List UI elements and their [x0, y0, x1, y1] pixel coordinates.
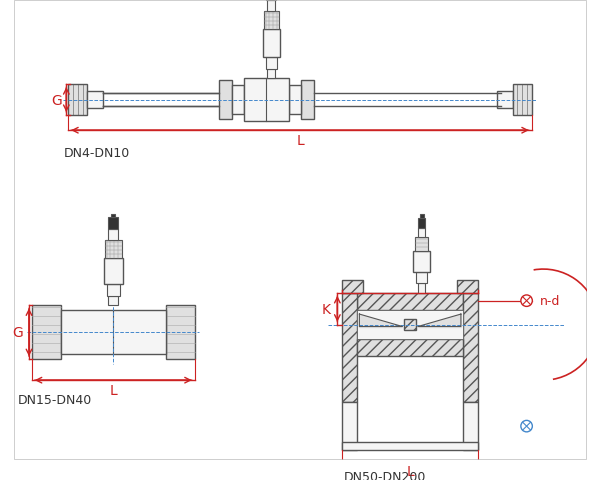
Bar: [232, 86, 244, 115]
Bar: [418, 284, 425, 293]
Bar: [166, 306, 194, 360]
Circle shape: [521, 420, 532, 432]
Bar: [263, 30, 280, 58]
Bar: [218, 81, 232, 120]
Text: G: G: [52, 94, 62, 108]
Bar: [457, 280, 478, 293]
Bar: [420, 215, 424, 219]
Bar: [107, 285, 120, 296]
Bar: [418, 228, 425, 238]
Bar: [61, 311, 166, 355]
Bar: [358, 311, 463, 339]
Bar: [109, 296, 118, 306]
Bar: [289, 86, 301, 115]
Polygon shape: [359, 314, 403, 327]
Bar: [342, 402, 358, 450]
Bar: [266, 0, 276, 1]
Bar: [109, 218, 118, 229]
Bar: [342, 293, 358, 402]
Bar: [109, 229, 118, 241]
Text: L: L: [406, 464, 414, 478]
Text: L: L: [109, 383, 117, 397]
Text: DN50-DN200: DN50-DN200: [344, 470, 427, 480]
Bar: [32, 306, 61, 360]
Bar: [416, 272, 427, 284]
Bar: [68, 85, 88, 116]
Bar: [512, 85, 532, 116]
Bar: [413, 252, 430, 272]
Bar: [342, 443, 478, 450]
Text: L: L: [296, 133, 304, 147]
Text: G: G: [12, 325, 23, 339]
Text: n-d: n-d: [540, 295, 560, 308]
Polygon shape: [418, 314, 461, 327]
Bar: [112, 214, 115, 218]
Bar: [301, 81, 314, 120]
Bar: [268, 1, 275, 12]
Bar: [404, 319, 416, 331]
Text: DN15-DN40: DN15-DN40: [17, 393, 92, 406]
Bar: [244, 79, 289, 121]
Bar: [342, 280, 363, 293]
Bar: [104, 258, 123, 285]
Bar: [358, 293, 463, 311]
Bar: [358, 339, 463, 357]
Bar: [415, 238, 428, 252]
Text: K: K: [322, 302, 331, 316]
Bar: [263, 12, 279, 30]
Bar: [418, 219, 425, 228]
Bar: [268, 70, 275, 79]
Bar: [463, 293, 478, 402]
Bar: [88, 92, 103, 109]
Bar: [497, 92, 512, 109]
Bar: [266, 58, 277, 70]
Bar: [463, 402, 478, 450]
Text: DN4-DN10: DN4-DN10: [64, 146, 130, 159]
Bar: [104, 241, 122, 258]
Circle shape: [521, 295, 532, 307]
